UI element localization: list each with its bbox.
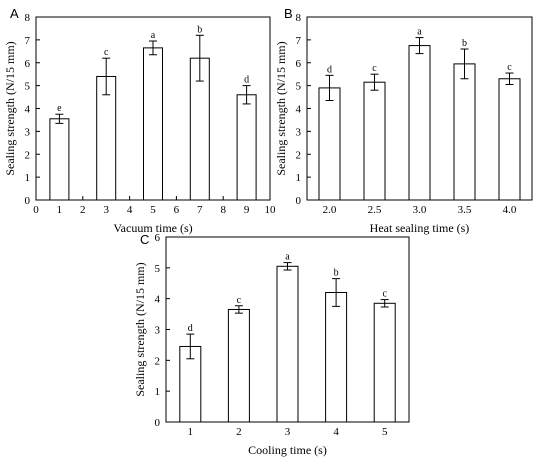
y-axis-label: Sealing strength (N/15 mm) bbox=[3, 41, 17, 175]
significance-letter: b bbox=[334, 268, 339, 279]
y-tick-label: 5 bbox=[296, 81, 302, 93]
panel-label: A bbox=[10, 6, 19, 21]
x-tick-label: 5 bbox=[150, 204, 156, 216]
bar bbox=[498, 78, 521, 201]
y-tick-label: 4 bbox=[296, 104, 302, 116]
y-tick-label: 0 bbox=[155, 417, 161, 429]
significance-letter: a bbox=[285, 252, 290, 263]
chart-panel-c: C 0 1 2 3 4 5 6 1 2 3 4 5 d c a b c Cooling time (s) Sealin… bbox=[133, 232, 410, 457]
significance-letter: a bbox=[151, 30, 156, 41]
bar bbox=[318, 87, 341, 201]
x-tick-label: 9 bbox=[244, 204, 250, 216]
x-tick-label: 4.0 bbox=[503, 204, 517, 216]
significance-letter: d bbox=[188, 323, 193, 334]
y-tick-label: 6 bbox=[155, 232, 161, 244]
significance-letter: c bbox=[372, 63, 377, 74]
x-axis-label: Heat sealing time (s) bbox=[370, 221, 470, 235]
y-tick-label: 2 bbox=[296, 149, 302, 161]
y-tick-label: 5 bbox=[155, 263, 161, 275]
x-tick-label: 2.0 bbox=[323, 204, 337, 216]
panel-label: C bbox=[140, 232, 149, 247]
x-tick-label: 5 bbox=[382, 426, 388, 438]
significance-letter: b bbox=[462, 38, 467, 49]
y-tick-label: 3 bbox=[296, 126, 302, 138]
bar bbox=[49, 118, 70, 201]
y-axis-label: Sealing strength (N/15 mm) bbox=[274, 41, 288, 175]
significance-letter: c bbox=[237, 295, 242, 306]
significance-letter: e bbox=[57, 103, 62, 114]
x-tick-label: 2 bbox=[236, 426, 242, 438]
y-tick-label: 1 bbox=[155, 386, 161, 398]
bar bbox=[236, 94, 257, 201]
y-axis-label: Sealing strength (N/15 mm) bbox=[133, 262, 147, 396]
y-tick-label: 6 bbox=[25, 58, 31, 70]
y-tick-label: 8 bbox=[25, 12, 31, 24]
y-tick-label: 7 bbox=[296, 35, 302, 47]
x-tick-label: 4 bbox=[127, 204, 133, 216]
significance-letter: c bbox=[382, 289, 387, 300]
x-tick-label: 1 bbox=[188, 426, 194, 438]
bar bbox=[453, 63, 476, 201]
y-tick-label: 1 bbox=[296, 172, 302, 184]
chart-panel-b: B 0 1 2 3 4 5 6 7 8 2.0 2.5 3.0 3.5 4.0 d c a b c Heat seali… bbox=[274, 6, 533, 235]
y-tick-label: 7 bbox=[25, 35, 31, 47]
significance-letter: b bbox=[197, 24, 202, 35]
bar bbox=[143, 47, 163, 201]
x-tick-label: 4 bbox=[333, 426, 339, 438]
y-tick-label: 3 bbox=[155, 325, 161, 337]
chart-panel-a: A 0 1 2 3 4 5 6 7 8 0 1 2 3 4 5 6 7 8 9 10 e c a b d Vacuum time (… bbox=[3, 6, 276, 235]
x-axis-label: Vacuum time (s) bbox=[113, 221, 192, 235]
x-tick-label: 6 bbox=[174, 204, 180, 216]
x-axis-label: Cooling time (s) bbox=[248, 443, 327, 457]
x-tick-label: 2 bbox=[80, 204, 86, 216]
x-tick-label: 8 bbox=[220, 204, 226, 216]
x-tick-label: 0 bbox=[33, 204, 39, 216]
x-tick-label: 3 bbox=[285, 426, 291, 438]
significance-letter: d bbox=[327, 64, 332, 75]
x-tick-label: 10 bbox=[265, 204, 277, 216]
significance-letter: a bbox=[417, 27, 422, 38]
bar bbox=[276, 265, 299, 423]
bar bbox=[363, 81, 386, 201]
x-tick-label: 3.0 bbox=[413, 204, 427, 216]
x-tick-label: 3.5 bbox=[458, 204, 472, 216]
significance-letter: c bbox=[104, 47, 109, 58]
panel-label: B bbox=[284, 6, 293, 21]
y-tick-label: 2 bbox=[155, 355, 161, 367]
y-tick-label: 2 bbox=[25, 149, 31, 161]
bar bbox=[373, 302, 396, 423]
x-tick-label: 7 bbox=[197, 204, 203, 216]
x-tick-label: 1 bbox=[57, 204, 63, 216]
significance-letter: d bbox=[244, 75, 249, 86]
y-tick-label: 0 bbox=[296, 195, 302, 207]
bar bbox=[227, 308, 250, 423]
y-tick-label: 0 bbox=[25, 195, 31, 207]
y-tick-label: 6 bbox=[296, 58, 302, 70]
y-tick-label: 1 bbox=[25, 172, 31, 184]
y-tick-label: 4 bbox=[155, 294, 161, 306]
bar bbox=[325, 292, 348, 423]
x-tick-label: 2.5 bbox=[368, 204, 382, 216]
bar bbox=[408, 45, 431, 201]
y-tick-label: 5 bbox=[25, 81, 31, 93]
y-tick-label: 4 bbox=[25, 104, 31, 116]
significance-letter: c bbox=[507, 62, 512, 73]
y-tick-label: 8 bbox=[296, 12, 302, 24]
y-tick-label: 3 bbox=[25, 126, 31, 138]
x-tick-label: 3 bbox=[103, 204, 109, 216]
